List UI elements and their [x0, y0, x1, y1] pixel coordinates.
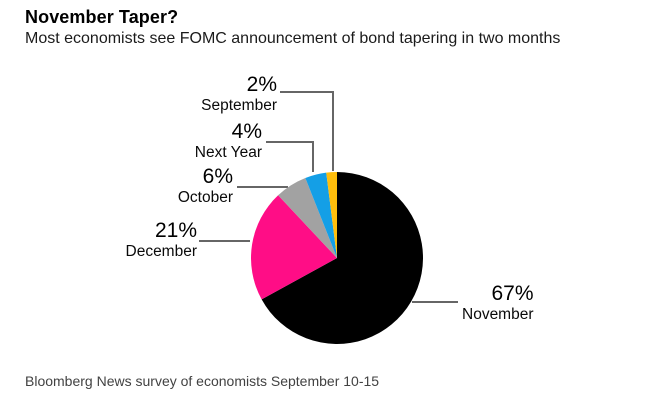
slice-label-november: 67% November	[462, 282, 534, 323]
pie-slice-december	[251, 195, 337, 300]
slice-label-next-year: 4% Next Year	[194, 120, 262, 161]
chart-subtitle: Most economists see FOMC announcement of…	[25, 30, 561, 47]
slice-pct-october: 6%	[202, 165, 233, 188]
slice-name-next-year: Next Year	[194, 144, 262, 161]
leader-line-next-year	[266, 141, 314, 172]
slice-pct-december: 21%	[154, 219, 197, 242]
slice-label-october: 6% October	[177, 165, 233, 206]
leader-line-september	[280, 91, 334, 171]
pie-slice-next-year	[305, 172, 337, 258]
pie-slice-september	[326, 172, 337, 258]
pie-slice-october	[278, 178, 337, 258]
source-note: Bloomberg News survey of economists Sept…	[25, 373, 380, 389]
slice-label-december: 21% December	[125, 219, 198, 260]
slice-name-november: November	[462, 306, 534, 323]
slice-label-september: 2% September	[201, 73, 277, 114]
slice-name-december: December	[125, 243, 198, 260]
slice-pct-next-year: 4%	[231, 120, 262, 143]
slice-name-october: October	[177, 189, 233, 206]
slice-name-september: September	[201, 97, 277, 114]
slice-pct-september: 2%	[246, 73, 277, 96]
pie-slice-november	[261, 172, 424, 344]
chart-title: November Taper?	[25, 7, 179, 27]
slice-pct-november: 67%	[491, 282, 534, 305]
